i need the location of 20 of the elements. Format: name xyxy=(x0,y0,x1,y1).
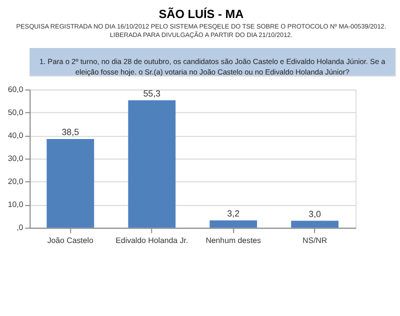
x-tick-label: João Castelo xyxy=(47,236,94,246)
y-tick-label: 60,0 xyxy=(8,84,24,94)
x-tick-label: NS/NR xyxy=(302,236,328,246)
bar xyxy=(291,220,339,228)
data-label: 3,0 xyxy=(308,208,322,219)
x-tick-label: Edivaldo Holanda Jr. xyxy=(116,236,188,246)
data-label: 3,2 xyxy=(227,208,240,218)
y-tick-label: ,0 xyxy=(16,223,24,232)
bar xyxy=(46,139,94,228)
data-label: 55,3 xyxy=(143,88,161,98)
chart-title: SÃO LUÍS - MA xyxy=(158,6,244,21)
y-tick-label: 10,0 xyxy=(8,200,24,210)
y-tick-label: 20,0 xyxy=(8,177,24,186)
bar xyxy=(128,100,176,228)
y-tick-label: 50,0 xyxy=(8,108,24,117)
y-tick-label: 30,0 xyxy=(8,154,24,164)
bar xyxy=(210,220,258,228)
y-tick-label: 40,0 xyxy=(8,131,24,140)
data-label: 38,5 xyxy=(62,127,80,138)
x-tick-label: Nenhum destes xyxy=(206,236,262,246)
